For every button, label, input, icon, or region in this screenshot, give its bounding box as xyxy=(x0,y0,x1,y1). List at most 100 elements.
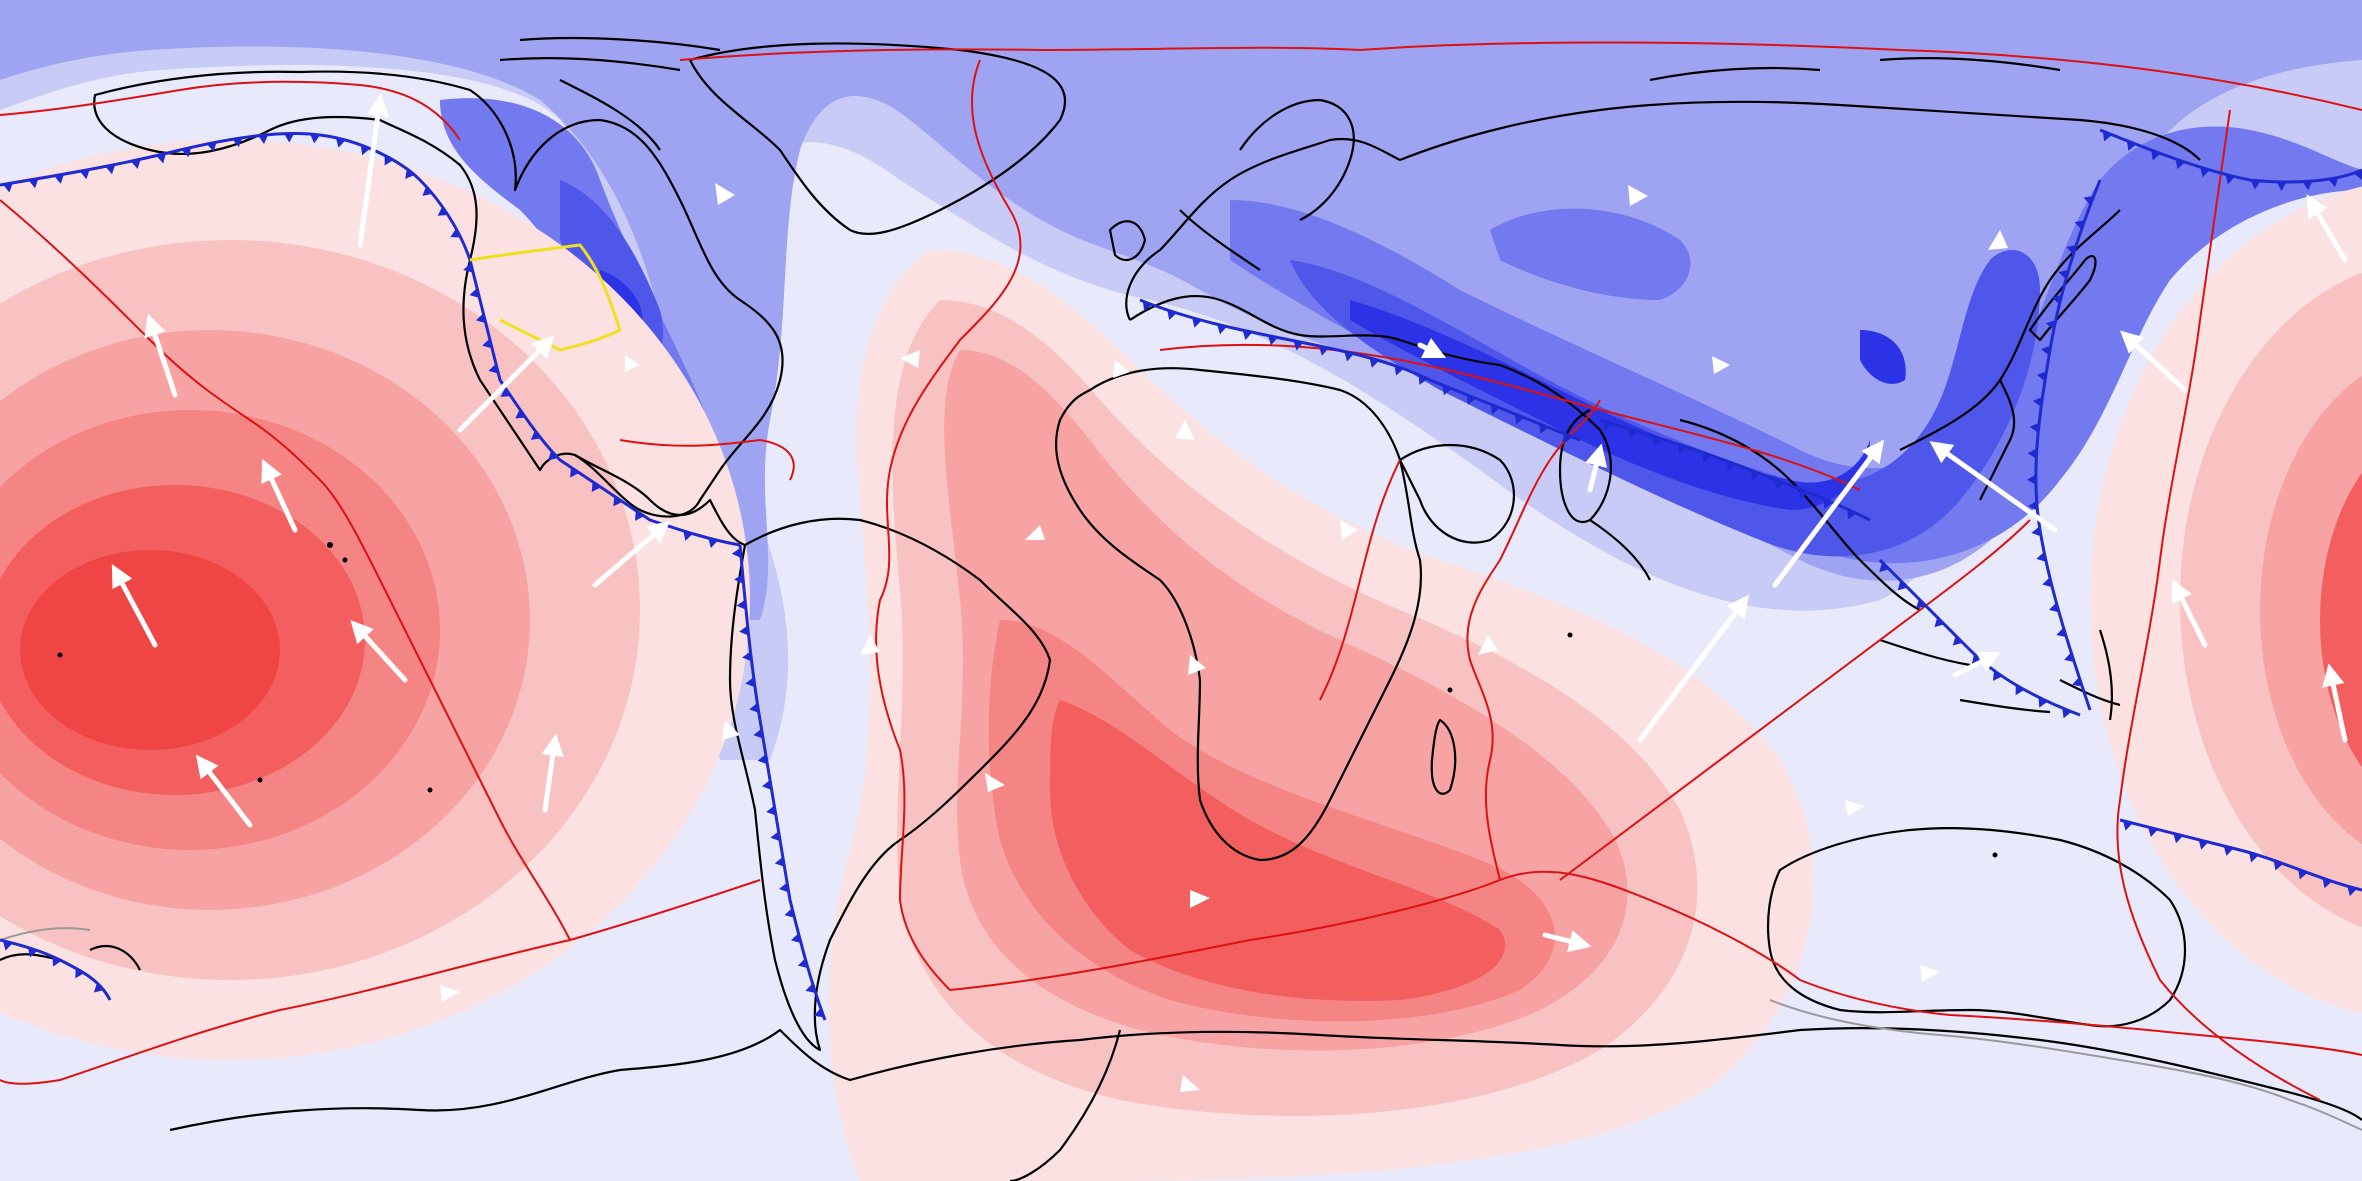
small-islands xyxy=(57,542,1998,858)
short-vector-arrowhead xyxy=(1478,635,1498,655)
subduction-tooth xyxy=(1514,413,1525,425)
subduction-tooth xyxy=(530,430,541,440)
short-vector-arrowhead xyxy=(625,355,640,372)
subduction-tooth xyxy=(2056,627,2067,638)
subduction-tooth xyxy=(2083,195,2094,206)
subduction-tooth xyxy=(1418,374,1428,385)
plate-boundary-mid-atlantic xyxy=(875,59,1022,991)
plate-boundary-central-indian xyxy=(1466,399,1601,881)
subduction-tooth xyxy=(1563,433,1573,444)
subduction-tooth xyxy=(1344,351,1355,362)
motion-vector-arrow xyxy=(2322,663,2348,743)
subduction-tooth xyxy=(1369,357,1380,368)
subduction-tooth xyxy=(708,538,718,549)
subduction-tooth xyxy=(2051,294,2062,305)
short-vector-arrowhead xyxy=(1190,890,1210,908)
subduction-tooth xyxy=(463,262,474,273)
subduction-tooth xyxy=(1142,301,1153,312)
subduction-tooth xyxy=(1847,509,1857,520)
motion-vector-arrow xyxy=(1637,594,1750,743)
motion-vector-arrow xyxy=(195,754,253,828)
coastline-antarctic-meridian xyxy=(1009,1029,1122,1181)
subduction-tooth xyxy=(2058,269,2069,280)
subduction-tooth xyxy=(813,1008,825,1018)
subduction-tooth xyxy=(2250,180,2261,190)
subduction-tooth xyxy=(2026,474,2036,485)
subduction-tooth xyxy=(2175,158,2186,170)
subduction-tooth xyxy=(2148,827,2158,837)
subduction-tooth xyxy=(749,703,759,713)
short-vector-arrowhead xyxy=(440,985,460,1002)
subduction-tooth xyxy=(75,968,85,979)
island-marker xyxy=(257,777,263,783)
subduction-tooth xyxy=(2225,174,2236,185)
short-vector-arrowhead xyxy=(1175,420,1195,440)
subduction-tooth xyxy=(2072,677,2083,687)
subduction-andes xyxy=(738,544,827,1021)
subduction-mediterranean xyxy=(1139,298,1581,442)
subduction-tooth xyxy=(2249,852,2259,863)
subduction-tooth xyxy=(2347,886,2357,897)
coastline-central-america xyxy=(574,454,746,547)
subduction-tooth xyxy=(570,467,580,478)
subduction-tooth xyxy=(258,134,269,145)
subduction-tooth xyxy=(2062,708,2072,719)
short-vector-arrowhead xyxy=(1188,655,1206,675)
subduction-tooth xyxy=(2042,577,2053,588)
subduction-tooth xyxy=(1916,598,1926,609)
subduction-tooth xyxy=(613,496,623,507)
subduction-tooth xyxy=(1775,479,1785,490)
subduction-tooth xyxy=(360,144,371,156)
subduction-tooth xyxy=(28,947,38,958)
subduction-tooth xyxy=(2031,526,2042,537)
subduction-tooth xyxy=(761,779,772,790)
subduction-tooth xyxy=(742,651,752,662)
anomaly-fill-negative-5 xyxy=(595,270,1906,510)
subduction-tooth xyxy=(2036,371,2047,382)
short-vector-arrowhead xyxy=(1340,520,1358,540)
subduction-tooth xyxy=(2173,833,2184,844)
subduction-tooth xyxy=(1677,443,1687,455)
motion-vector-arrow xyxy=(357,93,389,248)
short-vector-arrowhead xyxy=(1628,185,1648,206)
subduction-teeth xyxy=(2,131,2362,1018)
subduction-cascadia-mexico xyxy=(468,259,741,547)
subduction-tooth xyxy=(105,164,116,175)
subduction-tooth xyxy=(310,133,321,144)
subduction-tooth xyxy=(2036,552,2047,562)
subduction-tooth xyxy=(2048,602,2060,613)
subduction-tooth xyxy=(79,169,90,180)
short-vector-markers xyxy=(440,183,2008,1092)
subduction-tooth xyxy=(2298,869,2308,880)
subduction-tooth xyxy=(384,155,394,166)
subduction-tooth xyxy=(2074,220,2085,230)
subduction-tooth xyxy=(28,178,39,189)
subduction-tooth xyxy=(2028,500,2038,511)
subduction-tooth xyxy=(779,882,789,893)
secondary-boundary-nz-west xyxy=(0,927,91,941)
motion-vector-arrow xyxy=(1952,651,2002,678)
subduction-tooth xyxy=(93,982,104,993)
subduction-tooth xyxy=(766,805,776,816)
subduction-tooth xyxy=(731,547,742,558)
subduction-tooth xyxy=(450,228,461,238)
subduction-tooth xyxy=(2198,839,2209,850)
subduction-tooth xyxy=(753,728,764,739)
subduction-tooth xyxy=(1539,423,1549,434)
coastline-british-isles xyxy=(1108,220,1147,262)
subduction-tooth xyxy=(488,363,499,374)
motion-vector-arrow xyxy=(2306,194,2348,263)
subduction-tooth xyxy=(54,174,65,184)
plate-boundary-africa-rift xyxy=(1319,459,1401,701)
coastline-asia-north xyxy=(1399,56,2201,162)
motion-vector-arrow xyxy=(457,335,555,433)
subduction-tooth xyxy=(2041,345,2051,356)
anomaly-fill-positive-wrap-3 xyxy=(2260,375,2362,845)
plate-boundary-arctic-top xyxy=(679,41,2362,111)
subduction-tooth xyxy=(745,677,755,688)
plate-boundary-north-america-west xyxy=(0,80,461,141)
subduction-tooth xyxy=(757,754,768,765)
subduction-tooth xyxy=(405,168,415,179)
